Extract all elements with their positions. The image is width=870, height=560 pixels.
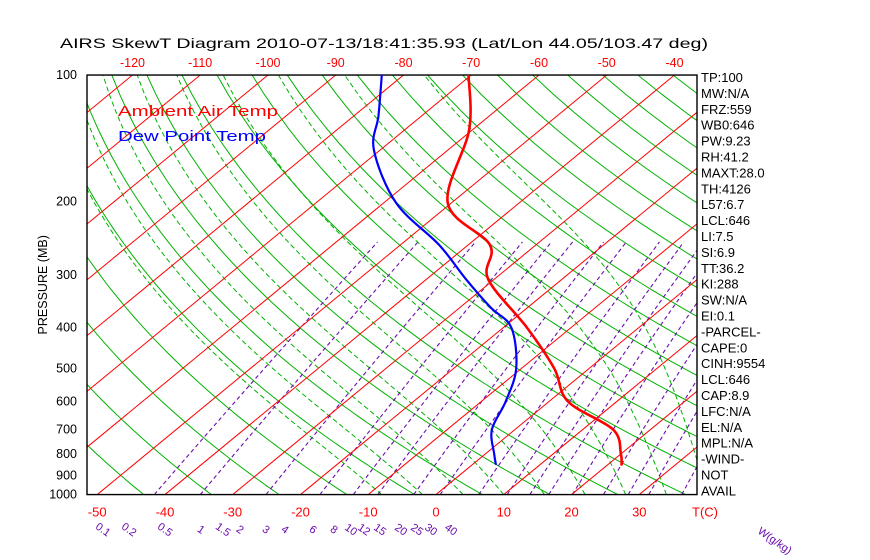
svg-text:T(C): T(C) <box>692 505 718 520</box>
svg-text:MPL:N/A: MPL:N/A <box>701 436 753 451</box>
svg-text:SI:6.9: SI:6.9 <box>701 245 735 260</box>
svg-text:-80: -80 <box>394 56 412 70</box>
svg-text:-40: -40 <box>156 505 175 520</box>
svg-text:RH:41.2: RH:41.2 <box>701 150 749 165</box>
svg-text:-70: -70 <box>462 56 480 70</box>
svg-text:TH:4126: TH:4126 <box>701 181 751 196</box>
svg-text:LCL:646: LCL:646 <box>701 372 750 387</box>
svg-text:-20: -20 <box>291 505 310 520</box>
svg-text:-PARCEL-: -PARCEL- <box>701 324 761 339</box>
svg-text:-40: -40 <box>665 56 683 70</box>
svg-text:CINH:9554: CINH:9554 <box>701 356 765 371</box>
svg-text:-120: -120 <box>120 56 145 70</box>
svg-text:KI:288: KI:288 <box>701 277 739 292</box>
svg-text:Dew Point Temp: Dew Point Temp <box>118 128 266 145</box>
svg-text:-50: -50 <box>88 505 107 520</box>
svg-text:EI:0.1: EI:0.1 <box>701 309 735 324</box>
svg-text:300: 300 <box>56 268 77 282</box>
svg-text:100: 100 <box>56 68 77 82</box>
svg-text:-WIND-: -WIND- <box>701 452 744 467</box>
svg-text:-10: -10 <box>359 505 378 520</box>
svg-text:PW:9.23: PW:9.23 <box>701 134 751 149</box>
svg-text:900: 900 <box>56 468 77 482</box>
svg-text:MAXT:28.0: MAXT:28.0 <box>701 165 765 180</box>
svg-text:TT:36.2: TT:36.2 <box>701 261 744 276</box>
svg-text:MW:N/A: MW:N/A <box>701 86 749 101</box>
svg-text:800: 800 <box>56 447 77 461</box>
svg-text:CAPE:0: CAPE:0 <box>701 340 747 355</box>
svg-text:AIRS SkewT Diagram 2010-07-13: AIRS SkewT Diagram 2010-07-13/18:41:35.9… <box>60 35 708 51</box>
svg-text:LCL:646: LCL:646 <box>701 213 750 228</box>
svg-text:NOT: NOT <box>701 468 729 483</box>
svg-text:0: 0 <box>432 505 439 520</box>
svg-text:LI:7.5: LI:7.5 <box>701 229 734 244</box>
svg-text:-90: -90 <box>327 56 345 70</box>
svg-text:-110: -110 <box>188 56 212 70</box>
svg-text:600: 600 <box>56 395 77 409</box>
svg-text:-60: -60 <box>530 56 548 70</box>
svg-text:EL:N/A: EL:N/A <box>701 420 743 435</box>
svg-text:-50: -50 <box>598 56 616 70</box>
svg-text:1000: 1000 <box>49 488 77 502</box>
svg-text:10: 10 <box>497 505 511 520</box>
svg-text:-30: -30 <box>223 505 242 520</box>
svg-text:TP:100: TP:100 <box>701 70 743 85</box>
svg-text:FRZ:559: FRZ:559 <box>701 102 752 117</box>
svg-text:-100: -100 <box>255 56 280 70</box>
svg-text:700: 700 <box>56 423 77 437</box>
svg-text:30: 30 <box>632 505 646 520</box>
svg-text:CAP:8.9: CAP:8.9 <box>701 388 749 403</box>
svg-text:WB0:646: WB0:646 <box>701 118 754 133</box>
svg-text:SW:N/A: SW:N/A <box>701 293 747 308</box>
svg-text:500: 500 <box>56 361 77 375</box>
svg-text:AVAIL: AVAIL <box>701 483 736 498</box>
svg-text:400: 400 <box>56 321 77 335</box>
svg-text:L57:6.7: L57:6.7 <box>701 197 744 212</box>
svg-text:PRESSURE (MB): PRESSURE (MB) <box>36 235 50 334</box>
svg-text:Ambient Air Temp: Ambient Air Temp <box>118 103 278 120</box>
svg-text:LFC:N/A: LFC:N/A <box>701 404 751 419</box>
svg-text:20: 20 <box>564 505 578 520</box>
svg-text:200: 200 <box>56 194 77 208</box>
